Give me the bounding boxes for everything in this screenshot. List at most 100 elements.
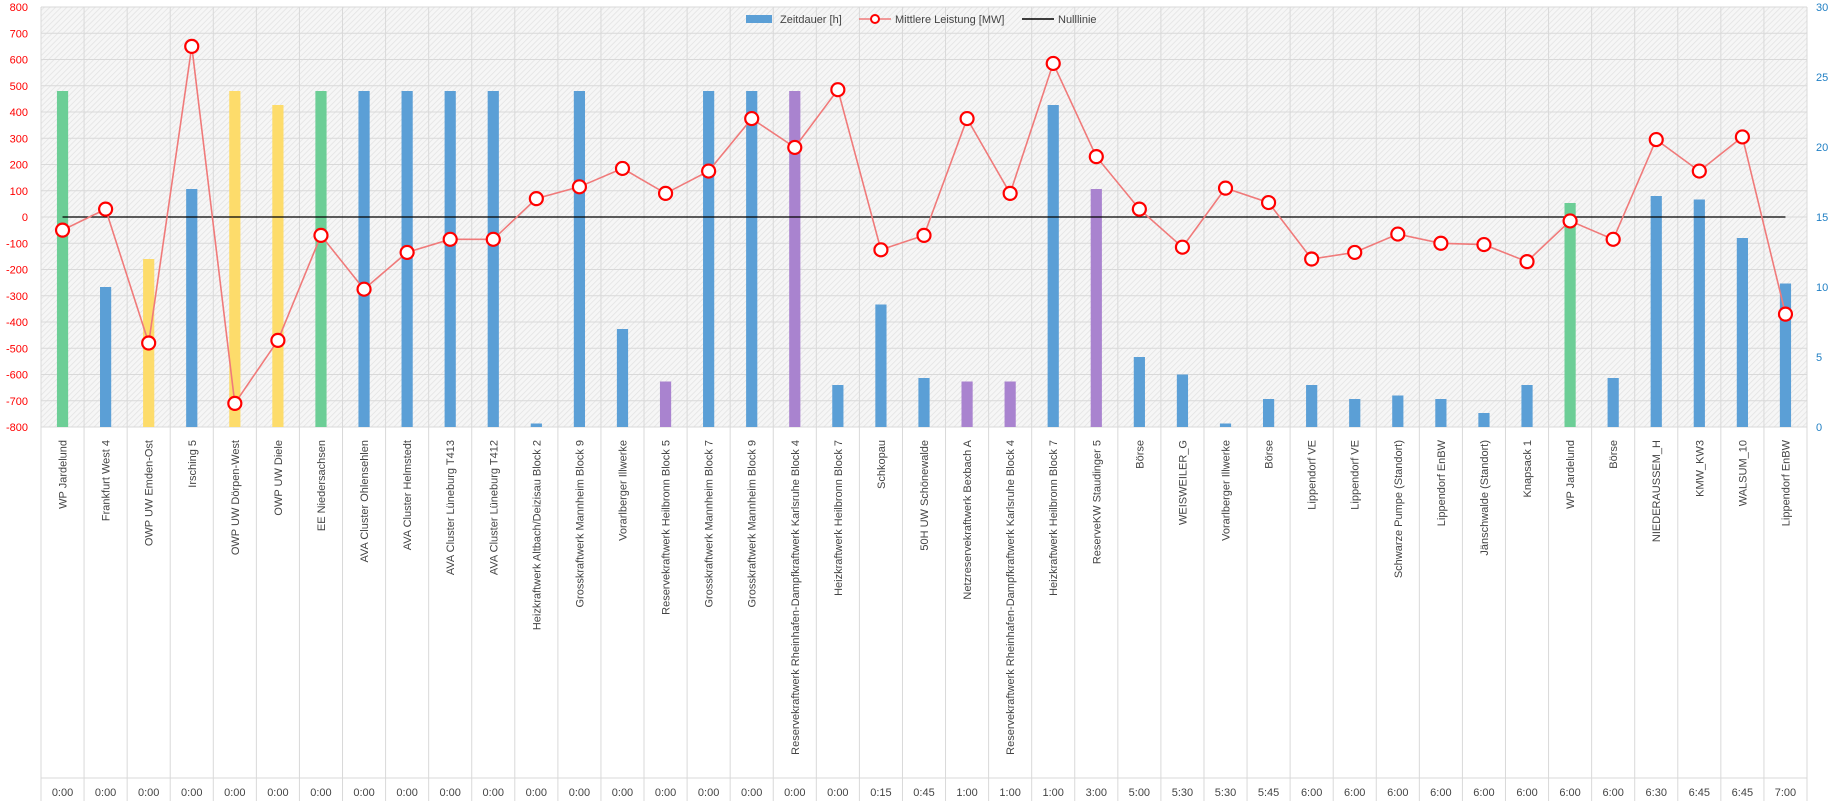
bar: [616, 329, 629, 427]
bar: [1219, 423, 1232, 427]
power-marker: [528, 191, 544, 207]
category-label: WALSUM_10: [1737, 440, 1749, 506]
bar: [1133, 357, 1145, 427]
bar: [444, 91, 456, 427]
power-marker: [571, 179, 588, 195]
power-marker: [1433, 235, 1449, 251]
category-label: Grosskraftwerk Mannheim Block 7: [704, 440, 716, 608]
left-axis-tick-label: 600: [10, 55, 28, 67]
category-label: AVA Cluster Lüneburg T412: [488, 440, 500, 575]
left-axis-tick-label: 100: [10, 186, 28, 198]
time-label: 0:00: [95, 787, 116, 799]
time-label: 0:00: [353, 787, 374, 799]
left-axis-tick-label: 800: [10, 2, 28, 14]
power-marker: [54, 222, 71, 238]
power-marker: [916, 227, 932, 243]
left-axis-tick-label: -500: [6, 343, 28, 355]
power-marker: [1519, 254, 1535, 270]
time-label: 6:00: [1344, 787, 1365, 799]
bar: [1564, 203, 1576, 427]
left-axis-tick-label: -400: [6, 317, 28, 329]
bar: [573, 91, 586, 427]
category-label: Netzreservekraftwerk Bexbach A: [962, 439, 974, 599]
time-label: 0:00: [52, 787, 73, 799]
bar: [229, 91, 241, 427]
time-label: 1:00: [956, 787, 977, 799]
category-label: Schkopau: [876, 440, 888, 489]
time-label: 0:00: [569, 787, 590, 799]
time-label: 5:30: [1172, 787, 1193, 799]
power-marker: [614, 160, 631, 177]
power-marker: [1734, 129, 1750, 145]
bar: [1607, 378, 1619, 427]
power-marker: [98, 201, 114, 217]
category-label: Grosskraftwerk Mannheim Block 9: [747, 440, 759, 608]
category-label: NIEDERAUSSEM_H: [1651, 440, 1663, 542]
time-label: 0:00: [181, 787, 202, 799]
power-marker: [399, 244, 415, 261]
time-label: 6:45: [1732, 787, 1753, 799]
bar: [186, 189, 198, 427]
time-label: 6:30: [1646, 787, 1667, 799]
time-label: 0:00: [827, 787, 848, 799]
power-marker: [1260, 194, 1277, 211]
bar: [100, 287, 112, 427]
left-axis-tick-label: -700: [6, 396, 28, 408]
power-marker: [1088, 149, 1104, 165]
bar: [1262, 399, 1275, 427]
time-label: 0:00: [612, 787, 633, 799]
power-marker: [442, 231, 458, 247]
category-label: Lippendorf VE: [1307, 440, 1319, 510]
category-label: OWP UW Diele: [273, 440, 285, 516]
category-label: Heizkraftwerk Heilbronn Block 7: [833, 440, 845, 596]
category-label: Vorarlberger Illwerke: [1221, 440, 1233, 541]
power-marker: [1045, 55, 1061, 72]
bar: [487, 91, 499, 427]
bar: [746, 91, 758, 427]
power-marker: [1605, 231, 1621, 247]
category-label: Lippendorf EnBW: [1436, 439, 1448, 526]
category-label: Börse: [1608, 440, 1620, 469]
category-label: OWP UW Dörpen-West: [230, 440, 242, 555]
power-marker: [959, 110, 975, 127]
category-label: Lippendorf EnBW: [1780, 439, 1792, 526]
category-label: Grosskraftwerk Mannheim Block 9: [574, 440, 586, 608]
bar: [659, 381, 672, 427]
power-marker: [1476, 236, 1492, 253]
left-axis-tick-label: 200: [10, 160, 28, 172]
power-marker: [1217, 180, 1234, 196]
category-label: AVA Cluster Lüneburg T413: [445, 440, 457, 575]
time-label: 1:00: [1043, 787, 1064, 799]
right-axis-tick-label: 10: [1816, 282, 1828, 294]
bar: [530, 423, 542, 427]
bar: [1779, 283, 1792, 427]
time-label: 6:00: [1387, 787, 1408, 799]
left-axis-tick-label: 500: [10, 81, 28, 93]
bar: [875, 304, 887, 427]
right-axis-tick-label: 5: [1816, 352, 1822, 364]
bar: [1047, 105, 1059, 427]
legend-label: Mittlere Leistung [MW]: [895, 14, 1004, 26]
right-axis-tick-label: 0: [1816, 422, 1822, 434]
category-label: Jänschwalde (Standort): [1479, 440, 1491, 556]
power-marker: [701, 163, 717, 179]
category-label: Knapsack 1: [1522, 440, 1534, 497]
time-label: 0:00: [741, 787, 762, 799]
bar: [1736, 238, 1748, 427]
bar: [315, 91, 327, 427]
legend-swatch-bar: [746, 15, 772, 23]
time-label: 0:00: [784, 787, 805, 799]
category-label: Reservekraftwerk Rheinhafen-Dampfkraftwe…: [790, 440, 802, 755]
legend-label: Nulllinie: [1058, 14, 1097, 26]
time-label: 0:00: [310, 787, 331, 799]
bar: [703, 91, 715, 427]
bar: [961, 381, 973, 427]
power-marker: [1691, 163, 1707, 179]
category-label: Reservekraftwerk Heilbronn Block 5: [661, 440, 673, 615]
category-label: AVA Cluster Ohlensehlen: [359, 440, 371, 563]
category-label: OWP UW Emden-Ost: [144, 440, 156, 546]
bar: [1306, 385, 1318, 427]
power-marker: [1304, 251, 1320, 267]
right-axis-tick-label: 25: [1816, 72, 1828, 84]
